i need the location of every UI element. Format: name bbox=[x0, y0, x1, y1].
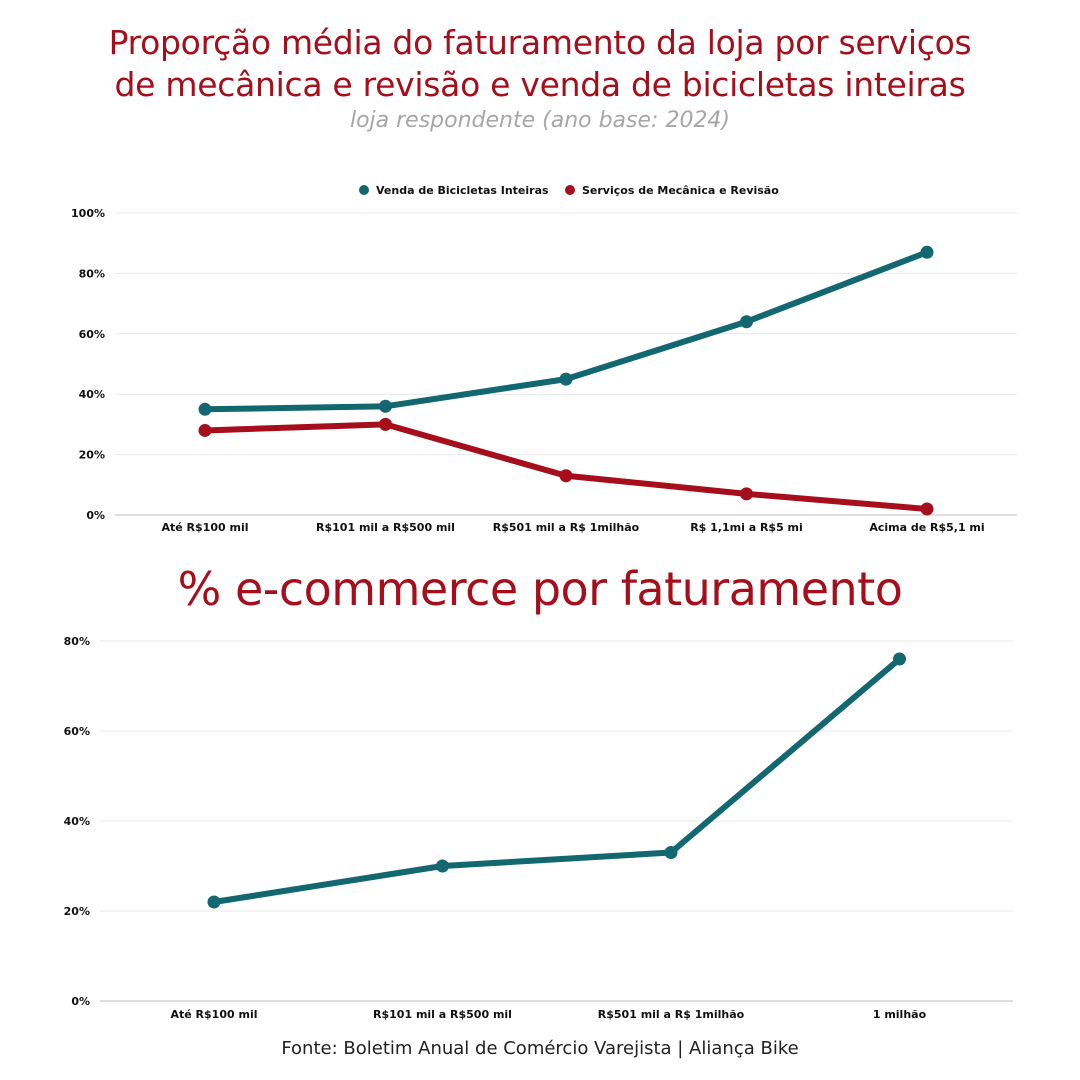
data-point bbox=[664, 846, 678, 859]
x-tick-label: R$501 mil a R$ 1milhão bbox=[493, 521, 640, 534]
y-tick-label: 60% bbox=[64, 725, 90, 738]
data-point bbox=[740, 315, 753, 329]
chart1-plot: 0% 20% 40% 60% 80% 100% Até R$100 mil R$101 mil… bbox=[71, 184, 1017, 534]
x-tick-label: R$501 mil a R$ 1milhão bbox=[598, 1008, 745, 1021]
x-tick-label: 1 milhão bbox=[873, 1008, 927, 1021]
data-point bbox=[198, 402, 212, 416]
y-tick-label: 100% bbox=[71, 207, 105, 220]
legend-label: Venda de Bicicletas Inteiras bbox=[376, 184, 549, 197]
x-tick-label: Até R$100 mil bbox=[162, 521, 249, 534]
series-line bbox=[202, 421, 930, 512]
legend-item: Venda de Bicicletas Inteiras bbox=[359, 184, 549, 197]
y-tick-label: 0% bbox=[71, 995, 90, 1008]
chart2-plot: 0% 20% 40% 60% 80% Até R$100 mil R$101 mil a R… bbox=[64, 635, 1013, 1021]
x-tick-label: R$ 1,1mi a R$5 mi bbox=[690, 521, 803, 534]
data-point bbox=[559, 469, 573, 483]
data-point bbox=[893, 652, 906, 666]
chart1-title: Proporção média do faturamento da loja p… bbox=[0, 22, 1080, 106]
data-point bbox=[379, 417, 392, 431]
data-point bbox=[740, 487, 753, 501]
legend-label: Serviços de Mecânica e Revisão bbox=[582, 184, 779, 197]
legend-item: Serviços de Mecânica e Revisão bbox=[565, 184, 779, 197]
data-point bbox=[920, 245, 934, 259]
legend-marker bbox=[359, 185, 369, 195]
y-tick-label: 80% bbox=[79, 267, 105, 280]
data-point bbox=[436, 859, 449, 873]
legend-marker bbox=[565, 185, 575, 195]
y-tick-label: 20% bbox=[79, 449, 105, 462]
chart2-title: % e-commerce por faturamento bbox=[177, 562, 903, 616]
data-point bbox=[207, 895, 221, 909]
chart1-subtitle: loja respondente (ano base: 2024) bbox=[349, 108, 731, 133]
y-tick-label: 60% bbox=[79, 328, 105, 341]
chart1-title-line1: Proporção média do faturamento da loja p… bbox=[108, 23, 972, 62]
x-tick-label: R$101 mil a R$500 mil bbox=[373, 1008, 512, 1021]
y-tick-label: 0% bbox=[86, 509, 105, 522]
chart1-title-line2: de mecânica e revisão e venda de bicicle… bbox=[114, 65, 966, 104]
y-tick-label: 40% bbox=[79, 388, 105, 401]
source-footer: Fonte: Boletim Anual de Comércio Varejis… bbox=[281, 1038, 799, 1059]
x-tick-label: Até R$100 mil bbox=[171, 1008, 258, 1021]
x-tick-label: Acima de R$5,1 mi bbox=[869, 521, 984, 534]
data-point bbox=[198, 423, 212, 437]
y-tick-label: 20% bbox=[64, 905, 90, 918]
data-point bbox=[559, 372, 573, 386]
y-tick-label: 80% bbox=[64, 635, 90, 648]
data-point bbox=[379, 399, 392, 413]
y-tick-label: 40% bbox=[64, 815, 90, 828]
legend: Venda de Bicicletas Inteiras Serviços de … bbox=[359, 184, 779, 197]
series-line bbox=[211, 656, 903, 905]
data-point bbox=[920, 502, 934, 516]
series-line bbox=[202, 249, 930, 413]
x-tick-label: R$101 mil a R$500 mil bbox=[316, 521, 455, 534]
